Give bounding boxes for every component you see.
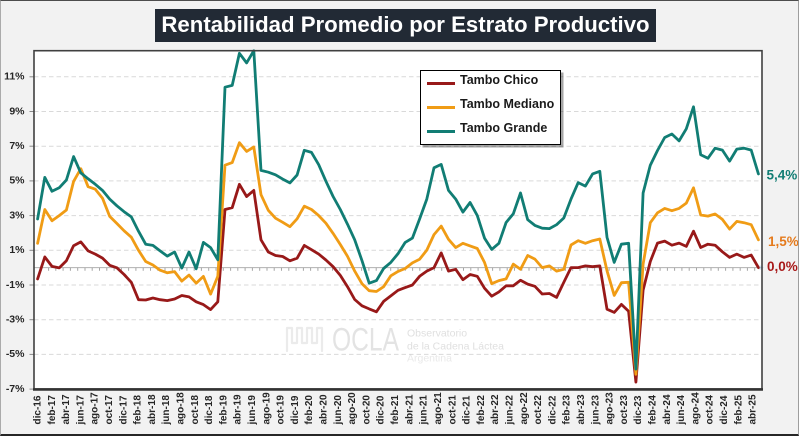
svg-text:feb-19: feb-19 <box>218 395 229 425</box>
svg-text:abr-17: abr-17 <box>61 394 72 424</box>
svg-text:0,0%: 0,0% <box>767 259 798 274</box>
svg-text:feb-18: feb-18 <box>133 395 144 425</box>
svg-text:dic-18: dic-18 <box>204 395 215 424</box>
svg-text:oct-20: oct-20 <box>361 395 372 425</box>
svg-text:abr-21: abr-21 <box>404 394 415 424</box>
svg-text:abr-24: abr-24 <box>662 394 673 424</box>
svg-text:abr-20: abr-20 <box>319 394 330 424</box>
svg-text:jun-18: jun-18 <box>161 395 172 426</box>
svg-text:ago-18: ago-18 <box>176 392 187 425</box>
svg-text:OCLA: OCLA <box>332 322 400 358</box>
svg-text:abr-18: abr-18 <box>147 394 158 424</box>
svg-text:dic-23: dic-23 <box>633 395 644 424</box>
svg-text:9%: 9% <box>9 105 25 117</box>
svg-text:5,4%: 5,4% <box>767 167 798 182</box>
svg-text:ago-21: ago-21 <box>433 392 444 425</box>
svg-text:-1%: -1% <box>6 279 25 291</box>
svg-text:dic-20: dic-20 <box>376 395 387 424</box>
svg-text:feb-17: feb-17 <box>47 395 58 425</box>
svg-text:oct-23: oct-23 <box>619 395 630 425</box>
svg-text:dic-21: dic-21 <box>462 395 473 424</box>
svg-text:de la Cadena Láctea: de la Cadena Láctea <box>407 341 504 353</box>
svg-text:jun-23: jun-23 <box>590 395 601 426</box>
svg-text:oct-22: oct-22 <box>533 395 544 425</box>
svg-text:ago-23: ago-23 <box>605 392 616 425</box>
svg-text:dic-16: dic-16 <box>33 395 44 424</box>
svg-text:1%: 1% <box>9 244 25 256</box>
svg-text:oct-18: oct-18 <box>190 395 201 425</box>
svg-text:7%: 7% <box>9 140 25 152</box>
svg-text:5%: 5% <box>9 175 25 187</box>
svg-text:ago-20: ago-20 <box>347 392 358 425</box>
svg-text:feb-22: feb-22 <box>476 395 487 425</box>
svg-text:ago-22: ago-22 <box>519 392 530 425</box>
svg-text:abr-22: abr-22 <box>490 394 501 424</box>
svg-text:11%: 11% <box>4 71 25 83</box>
svg-text:Observatorio: Observatorio <box>407 328 467 340</box>
svg-text:Argentina: Argentina <box>407 353 452 365</box>
svg-text:jun-21: jun-21 <box>419 395 430 426</box>
svg-text:jun-24: jun-24 <box>676 395 687 426</box>
svg-text:jun-19: jun-19 <box>247 395 258 426</box>
svg-text:feb-20: feb-20 <box>304 395 315 425</box>
svg-text:abr-23: abr-23 <box>576 394 587 424</box>
svg-text:oct-17: oct-17 <box>104 395 115 425</box>
svg-text:-3%: -3% <box>6 314 25 326</box>
svg-text:ago-17: ago-17 <box>90 392 101 425</box>
svg-text:dic-22: dic-22 <box>547 395 558 424</box>
svg-text:-5%: -5% <box>6 348 25 360</box>
svg-text:jun-17: jun-17 <box>75 395 86 426</box>
svg-text:ago-19: ago-19 <box>261 392 272 425</box>
svg-text:feb-21: feb-21 <box>390 395 401 425</box>
svg-text:feb-24: feb-24 <box>648 395 659 425</box>
svg-text:3%: 3% <box>9 209 25 221</box>
svg-text:oct-21: oct-21 <box>447 395 458 425</box>
svg-text:jun-22: jun-22 <box>505 395 516 426</box>
svg-text:oct-19: oct-19 <box>276 395 287 425</box>
svg-text:jun-20: jun-20 <box>333 395 344 426</box>
svg-text:oct-24: oct-24 <box>705 395 716 425</box>
svg-text:abr-19: abr-19 <box>233 394 244 424</box>
svg-text:1,5%: 1,5% <box>768 234 798 249</box>
svg-text:-7%: -7% <box>6 383 25 395</box>
svg-text:feb-23: feb-23 <box>562 395 573 425</box>
svg-text:dic-24: dic-24 <box>719 395 730 424</box>
svg-text:feb-25: feb-25 <box>733 395 744 425</box>
svg-text:ago-24: ago-24 <box>690 392 701 425</box>
svg-text:abr-25: abr-25 <box>748 394 759 424</box>
svg-text:dic-19: dic-19 <box>290 395 301 424</box>
svg-text:dic-17: dic-17 <box>118 395 129 424</box>
